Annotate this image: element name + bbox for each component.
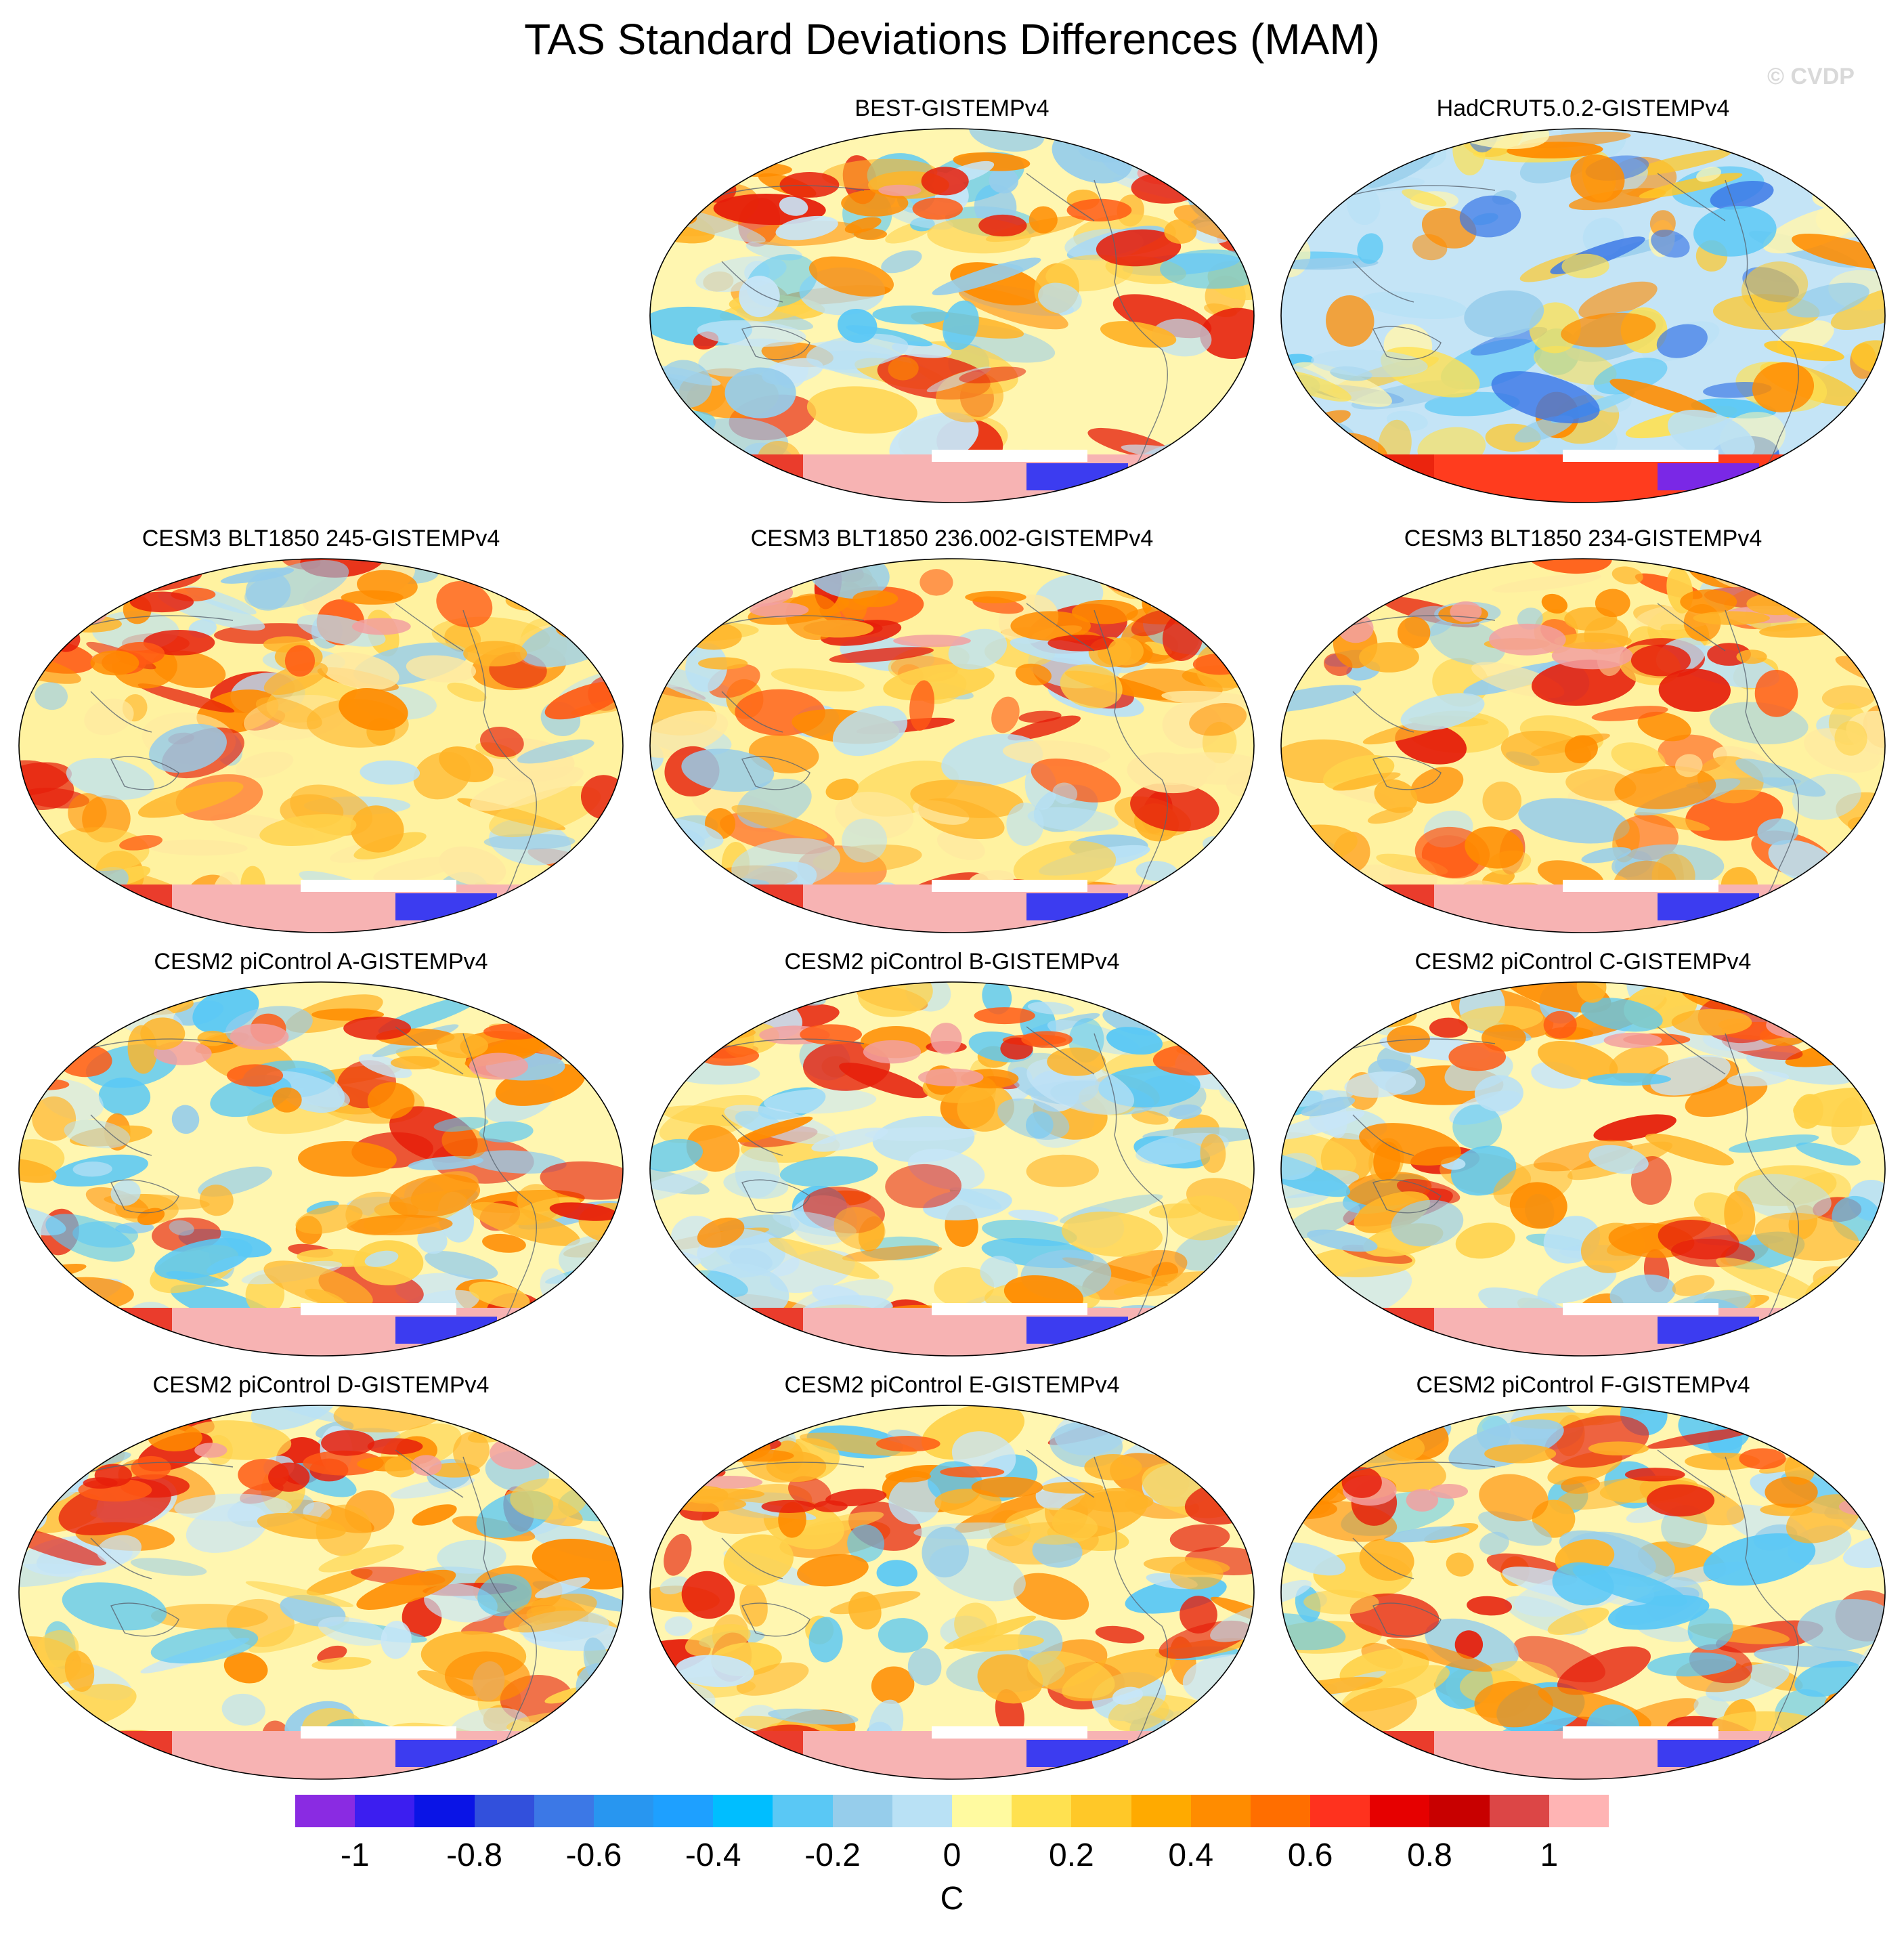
robinson-map	[1280, 981, 1886, 1357]
colorbar-tick-labels: -1 -0.8 -0.6 -0.4 -0.2 0 0.2 0.4 0.6 0.8 1	[0, 1837, 1904, 1877]
map-panel-title: CESM3 BLT1850 245-GISTEMPv4	[142, 526, 500, 551]
colorbar-swatch	[1250, 1795, 1311, 1827]
robinson-map	[1280, 1405, 1886, 1780]
colorbar-tick-label: 0.4	[1168, 1837, 1214, 1873]
colorbar-tick-label: -0.6	[565, 1837, 622, 1873]
colorbar-tick-label: -0.8	[446, 1837, 502, 1873]
colorbar-swatch	[653, 1795, 714, 1827]
colorbar-swatch	[474, 1795, 535, 1827]
colorbar-swatch	[1310, 1795, 1370, 1827]
robinson-map	[18, 1405, 624, 1780]
map-panel-title: CESM3 BLT1850 234-GISTEMPv4	[1404, 526, 1762, 551]
map-panel: CESM2 piControl E-GISTEMPv4	[641, 1371, 1263, 1805]
colorbar-tick-label: 1	[1540, 1837, 1559, 1873]
colorbar	[295, 1795, 1609, 1827]
colorbar-swatch	[295, 1795, 355, 1827]
colorbar-swatch	[952, 1795, 1012, 1827]
map-panel-title: HadCRUT5.0.2-GISTEMPv4	[1436, 95, 1730, 121]
robinson-map	[649, 558, 1255, 933]
map-panel-title: CESM2 piControl C-GISTEMPv4	[1414, 949, 1752, 975]
robinson-map	[649, 128, 1255, 503]
colorbar-swatch	[1489, 1795, 1550, 1827]
colorbar-tick-label: 0.6	[1287, 1837, 1333, 1873]
colorbar-unit-label: C	[940, 1881, 964, 1917]
colorbar-swatch	[713, 1795, 773, 1827]
map-panel-title: CESM2 piControl A-GISTEMPv4	[154, 949, 488, 975]
colorbar-swatch	[593, 1795, 654, 1827]
copyright-watermark: © CVDP	[1767, 64, 1855, 89]
robinson-map	[1280, 558, 1886, 933]
colorbar-swatch	[1370, 1795, 1430, 1827]
map-panel: CESM3 BLT1850 234-GISTEMPv4	[1272, 525, 1895, 958]
figure-title: TAS Standard Deviations Differences (MAM…	[524, 15, 1380, 64]
colorbar-swatch	[1429, 1795, 1490, 1827]
map-panel: BEST-GISTEMPv4	[641, 95, 1263, 528]
colorbar-swatch	[1549, 1795, 1609, 1827]
colorbar-tick-label: -0.2	[804, 1837, 861, 1873]
colorbar-swatch	[1012, 1795, 1072, 1827]
robinson-map	[649, 981, 1255, 1357]
colorbar-tick-label: -0.4	[685, 1837, 741, 1873]
map-panel: CESM2 piControl A-GISTEMPv4	[9, 948, 632, 1382]
colorbar-swatch	[414, 1795, 475, 1827]
map-panel-title: CESM2 piControl E-GISTEMPv4	[784, 1372, 1120, 1398]
map-panel-title: CESM2 piControl F-GISTEMPv4	[1416, 1372, 1750, 1398]
map-panel: CESM2 piControl D-GISTEMPv4	[9, 1371, 632, 1805]
colorbar-tick-label: 0	[943, 1837, 961, 1873]
map-panel-title: CESM3 BLT1850 236.002-GISTEMPv4	[750, 526, 1154, 551]
colorbar-swatch	[355, 1795, 415, 1827]
robinson-map	[649, 1405, 1255, 1780]
colorbar-swatch	[1071, 1795, 1132, 1827]
robinson-map	[18, 981, 624, 1357]
colorbar-swatch	[1190, 1795, 1251, 1827]
map-panel: CESM3 BLT1850 245-GISTEMPv4	[9, 525, 632, 958]
map-panel-title: CESM2 piControl D-GISTEMPv4	[152, 1372, 490, 1398]
colorbar-swatch	[832, 1795, 893, 1827]
map-panel-title: BEST-GISTEMPv4	[854, 95, 1050, 121]
map-panel-title: CESM2 piControl B-GISTEMPv4	[784, 949, 1120, 975]
colorbar-swatch	[892, 1795, 953, 1827]
map-panel: HadCRUT5.0.2-GISTEMPv4	[1272, 95, 1895, 528]
map-panel: CESM3 BLT1850 236.002-GISTEMPv4	[641, 525, 1263, 958]
robinson-map	[1280, 128, 1886, 503]
colorbar-swatch	[1131, 1795, 1192, 1827]
colorbar-tick-label: -1	[340, 1837, 370, 1873]
colorbar-tick-label: 0.8	[1407, 1837, 1452, 1873]
colorbar-tick-label: 0.2	[1048, 1837, 1094, 1873]
map-panel: CESM2 piControl C-GISTEMPv4	[1272, 948, 1895, 1382]
robinson-map	[18, 558, 624, 933]
colorbar-swatch	[534, 1795, 594, 1827]
colorbar-swatch	[773, 1795, 834, 1827]
map-panel: CESM2 piControl F-GISTEMPv4	[1272, 1371, 1895, 1805]
map-panel: CESM2 piControl B-GISTEMPv4	[641, 948, 1263, 1382]
